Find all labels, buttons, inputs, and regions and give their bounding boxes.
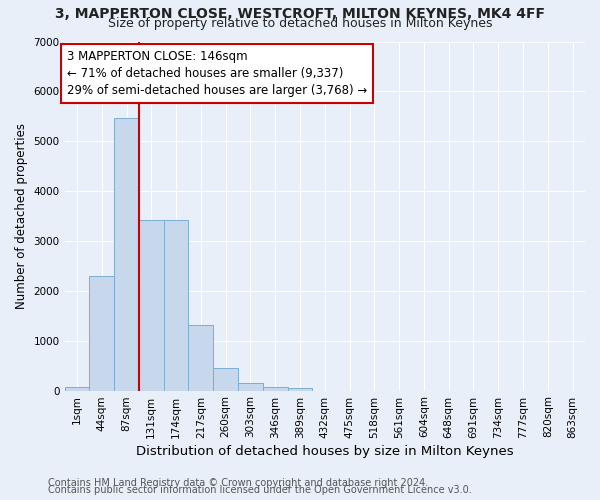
Bar — [89, 276, 114, 390]
Bar — [139, 220, 164, 390]
Text: Size of property relative to detached houses in Milton Keynes: Size of property relative to detached ho… — [108, 18, 492, 30]
Y-axis label: Number of detached properties: Number of detached properties — [15, 123, 28, 309]
Bar — [213, 368, 238, 390]
Text: 3, MAPPERTON CLOSE, WESTCROFT, MILTON KEYNES, MK4 4FF: 3, MAPPERTON CLOSE, WESTCROFT, MILTON KE… — [55, 8, 545, 22]
X-axis label: Distribution of detached houses by size in Milton Keynes: Distribution of detached houses by size … — [136, 444, 514, 458]
Bar — [114, 118, 139, 390]
Bar — [188, 325, 213, 390]
Bar — [238, 383, 263, 390]
Text: Contains public sector information licensed under the Open Government Licence v3: Contains public sector information licen… — [48, 485, 472, 495]
Bar — [287, 388, 313, 390]
Text: 3 MAPPERTON CLOSE: 146sqm
← 71% of detached houses are smaller (9,337)
29% of se: 3 MAPPERTON CLOSE: 146sqm ← 71% of detac… — [67, 50, 367, 97]
Text: Contains HM Land Registry data © Crown copyright and database right 2024.: Contains HM Land Registry data © Crown c… — [48, 478, 428, 488]
Bar — [164, 220, 188, 390]
Bar — [263, 386, 287, 390]
Bar — [65, 387, 89, 390]
